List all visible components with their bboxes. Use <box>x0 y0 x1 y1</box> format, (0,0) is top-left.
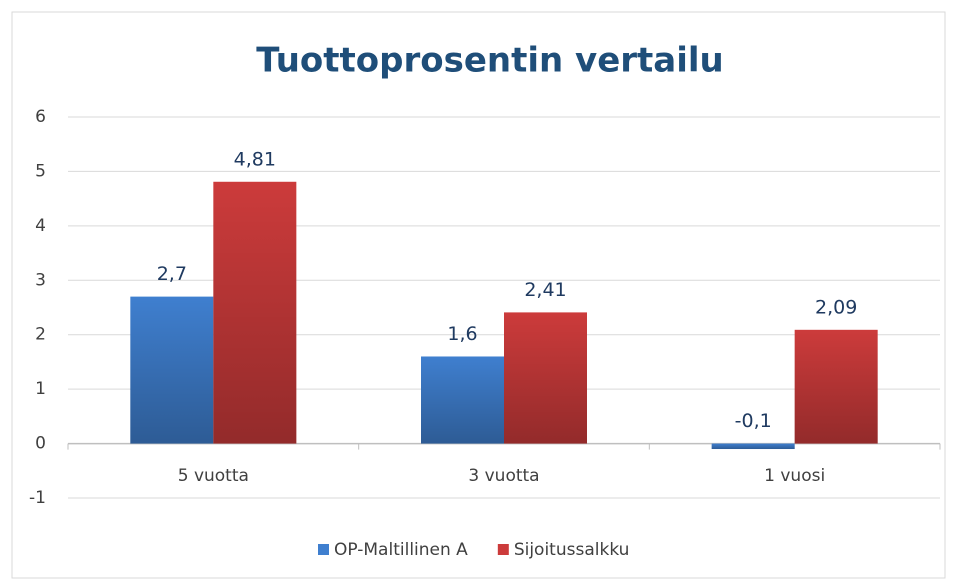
legend-label: OP-Maltillinen A <box>334 540 468 560</box>
bar-shade <box>421 356 504 444</box>
y-tick-label: 0 <box>35 434 46 454</box>
y-tick-label: 3 <box>35 270 46 290</box>
y-tick-label: 6 <box>35 107 46 127</box>
y-tick-label: 1 <box>35 379 46 399</box>
x-tick-label: 1 vuosi <box>764 466 825 486</box>
y-tick-label: 5 <box>35 161 46 181</box>
data-label: 1,6 <box>447 323 477 345</box>
data-label: 2,41 <box>524 279 566 301</box>
data-label: 2,09 <box>815 296 857 318</box>
x-tick-label: 3 vuotta <box>468 466 539 486</box>
data-label: 4,81 <box>234 148 276 170</box>
chart-title: Tuottoprosentin vertailu <box>256 41 724 81</box>
legend-swatch <box>497 544 509 555</box>
bar-shade <box>794 329 878 444</box>
legend-swatch <box>318 544 329 555</box>
bar-shade <box>504 312 587 444</box>
x-tick-label: 5 vuotta <box>178 466 249 486</box>
bar-shade <box>130 296 214 444</box>
data-label: -0,1 <box>735 410 772 432</box>
y-tick-label: 4 <box>35 216 46 236</box>
y-tick-label: 2 <box>35 325 46 345</box>
data-label: 2,7 <box>157 263 187 285</box>
bar-shade <box>711 443 795 450</box>
bar-shade <box>213 181 297 444</box>
chart-frame <box>11 11 946 579</box>
y-tick-label: -1 <box>29 488 46 508</box>
legend-label: Sijoitussalkku <box>514 540 630 560</box>
